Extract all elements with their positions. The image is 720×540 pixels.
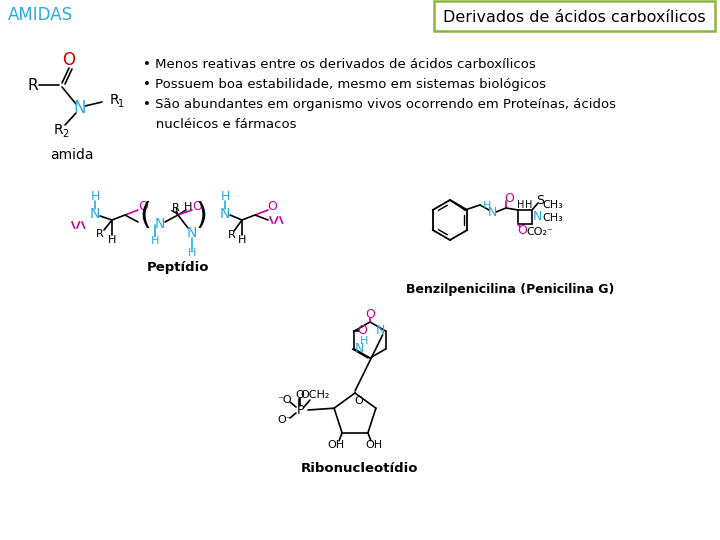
Text: R: R (172, 203, 180, 213)
Text: Derivados de ácidos carboxílicos: Derivados de ácidos carboxílicos (443, 10, 706, 24)
Text: CO₂⁻: CO₂⁻ (526, 227, 554, 237)
Text: OH: OH (328, 440, 345, 450)
Text: O: O (357, 325, 367, 338)
Text: H: H (517, 200, 525, 210)
Text: O: O (267, 200, 277, 213)
Text: OCH₂: OCH₂ (300, 390, 330, 400)
Text: 2: 2 (62, 129, 68, 139)
Text: Ribonucleotídio: Ribonucleotídio (301, 462, 419, 475)
Text: H: H (184, 202, 192, 212)
Text: H: H (108, 235, 116, 245)
Text: R: R (96, 229, 104, 239)
Text: Benzilpenicilina (Penicilina G): Benzilpenicilina (Penicilina G) (406, 284, 614, 296)
Text: O: O (192, 200, 202, 213)
Text: N: N (186, 226, 197, 240)
Text: N: N (220, 207, 230, 221)
Text: H: H (220, 190, 230, 202)
Text: H: H (526, 200, 533, 210)
Text: N: N (355, 342, 364, 355)
Text: P: P (296, 403, 304, 416)
FancyBboxPatch shape (434, 1, 715, 31)
Text: • São abundantes em organismo vivos ocorrendo em Proteínas, ácidos: • São abundantes em organismo vivos ocor… (143, 98, 616, 111)
Text: ⁻O: ⁻O (278, 395, 292, 405)
Text: O: O (296, 390, 305, 400)
Text: amida: amida (50, 148, 94, 162)
Text: • Menos reativas entre os derivados de ácidos carboxílicos: • Menos reativas entre os derivados de á… (143, 58, 536, 71)
Text: • Possuem boa estabilidade, mesmo em sistemas biológicos: • Possuem boa estabilidade, mesmo em sis… (143, 78, 546, 91)
Text: H: H (483, 201, 491, 211)
Text: O: O (354, 396, 363, 406)
Text: Peptídio: Peptídio (147, 261, 210, 274)
Text: nucléicos e fármacos: nucléicos e fármacos (143, 118, 297, 131)
Text: O: O (517, 224, 527, 237)
Text: O: O (504, 192, 514, 206)
Text: R: R (54, 123, 63, 137)
Text: R: R (110, 93, 120, 107)
Text: ): ) (196, 200, 208, 230)
Text: H: H (188, 248, 196, 258)
Text: CH₃: CH₃ (543, 200, 563, 210)
Text: N: N (155, 217, 165, 231)
Text: CH₃: CH₃ (543, 213, 563, 223)
Text: N: N (90, 207, 100, 221)
Text: O: O (365, 308, 375, 321)
Text: R: R (27, 78, 38, 92)
Text: H: H (238, 235, 246, 245)
Text: O: O (63, 51, 76, 69)
Text: N: N (487, 206, 497, 219)
Text: OH: OH (365, 440, 382, 450)
Text: N: N (532, 211, 541, 224)
Text: R: R (228, 230, 236, 240)
Text: S: S (536, 193, 544, 206)
Text: 1: 1 (118, 99, 124, 109)
Text: N: N (73, 99, 86, 117)
Text: N: N (376, 325, 385, 338)
Text: (: ( (139, 200, 151, 230)
Text: O: O (138, 200, 148, 213)
Text: H: H (90, 190, 99, 202)
Text: H: H (360, 336, 369, 346)
Text: H: H (150, 236, 159, 246)
Text: O⁻: O⁻ (278, 415, 292, 425)
Text: AMIDAS: AMIDAS (8, 6, 73, 24)
